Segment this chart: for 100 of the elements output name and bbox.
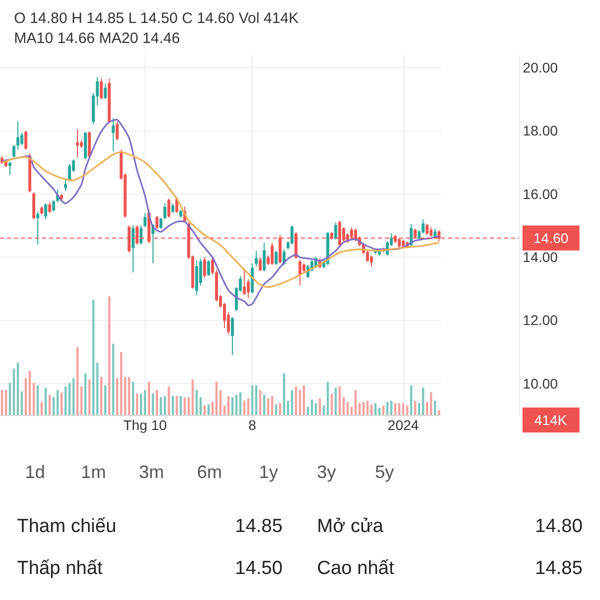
y-tick-label: 16.00	[522, 186, 558, 202]
candlestick	[140, 225, 143, 245]
bar	[36, 385, 39, 415]
bar	[227, 396, 230, 415]
candlestick	[242, 269, 246, 296]
bar	[243, 400, 246, 415]
candlestick	[370, 255, 373, 268]
bar	[56, 390, 59, 415]
bar	[255, 385, 258, 415]
ref-line-label: 14.60	[533, 230, 569, 246]
bar	[330, 394, 333, 415]
bar	[108, 296, 110, 415]
candlestick	[88, 130, 91, 158]
candlestick	[12, 144, 16, 158]
bar	[219, 390, 222, 415]
bar	[28, 371, 31, 415]
bar	[418, 403, 420, 415]
text: 14.85	[535, 558, 583, 579]
bar	[386, 402, 388, 415]
bar	[48, 394, 51, 415]
candlestick	[426, 223, 429, 236]
bar	[100, 377, 102, 415]
candlestick	[64, 179, 68, 192]
bar	[120, 352, 122, 415]
bar	[406, 406, 408, 415]
bar	[434, 400, 436, 415]
bar	[247, 398, 250, 415]
candlestick	[250, 262, 254, 294]
candlestick	[44, 202, 48, 220]
bar	[176, 396, 178, 415]
bar	[76, 347, 79, 415]
candlestick	[270, 242, 274, 266]
bar	[374, 403, 377, 415]
text: 414K	[534, 412, 568, 428]
line-series	[1, 118, 440, 306]
candlestick	[434, 228, 437, 239]
bar	[72, 378, 75, 415]
bar	[136, 394, 138, 415]
x-tick-label: 2024	[388, 417, 420, 433]
candlestick	[144, 212, 146, 228]
bar	[211, 402, 214, 415]
bar	[314, 403, 317, 415]
candlestick	[274, 250, 278, 266]
candlestick	[230, 316, 234, 356]
candlestick	[116, 120, 119, 141]
candlestick	[24, 130, 28, 150]
bar	[8, 382, 12, 415]
bar	[279, 403, 282, 415]
y-tick-label: 12.00	[522, 312, 558, 328]
text: 3m	[139, 462, 164, 482]
bar	[40, 402, 43, 415]
candlestick	[100, 78, 103, 100]
candlestick	[159, 217, 162, 230]
bar	[362, 402, 365, 415]
bar	[184, 397, 186, 415]
bar	[402, 403, 404, 415]
candlestick	[52, 200, 56, 212]
bar	[286, 400, 290, 415]
bar	[235, 394, 238, 415]
bar	[12, 368, 15, 415]
x-tick-label: Thg 10	[123, 417, 168, 433]
bar	[0, 390, 4, 415]
bar	[20, 391, 23, 415]
candlestick	[254, 250, 258, 268]
bar	[358, 403, 361, 415]
bar	[430, 392, 432, 415]
bar	[239, 392, 242, 415]
bar	[414, 400, 416, 415]
candlestick	[104, 82, 107, 100]
candlestick	[40, 206, 44, 215]
bar	[223, 406, 226, 415]
bar	[290, 390, 294, 415]
bar	[160, 397, 162, 415]
bar	[196, 390, 198, 415]
candlestick	[298, 260, 302, 286]
bar	[410, 385, 412, 415]
bar	[4, 390, 8, 415]
candlestick	[207, 260, 210, 277]
bar	[259, 390, 262, 415]
bar	[231, 397, 234, 415]
bar	[112, 344, 114, 415]
bar	[398, 403, 400, 415]
candlestick	[112, 118, 115, 152]
candlestick	[84, 132, 87, 160]
bar	[128, 377, 130, 415]
bar	[426, 402, 428, 415]
bar	[326, 382, 329, 415]
text: 5y	[375, 462, 394, 482]
bar	[84, 373, 87, 415]
bar	[152, 394, 154, 415]
bar	[394, 403, 396, 415]
candlestick	[36, 210, 40, 245]
bar	[282, 373, 286, 415]
bar	[64, 386, 67, 415]
bar	[275, 404, 278, 415]
bar	[338, 386, 341, 415]
y-tick-label: 20.00	[522, 60, 558, 76]
bar	[350, 406, 353, 415]
candlestick	[56, 188, 60, 202]
bar	[92, 300, 94, 415]
